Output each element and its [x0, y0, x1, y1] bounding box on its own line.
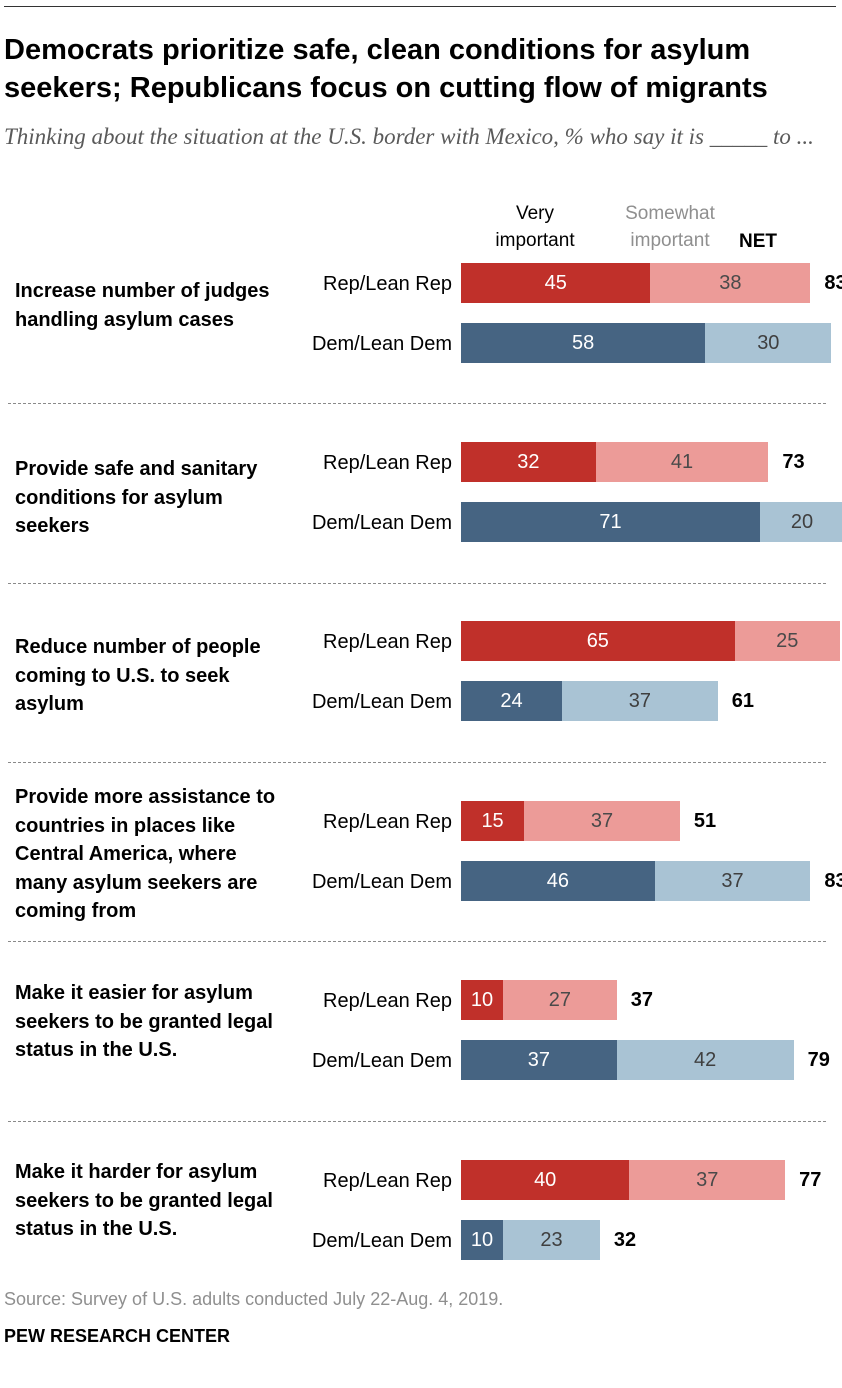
- section-divider: [8, 941, 826, 942]
- bar-dem-somewhat-important: 42: [616, 1040, 794, 1080]
- group-label-rep: Rep/Lean Rep: [323, 811, 452, 833]
- bar-dem-very-important: 46: [461, 861, 655, 901]
- bar-rep-very-important: 32: [461, 442, 596, 482]
- bar-dem-very-important: 24: [461, 681, 563, 721]
- bar-dem-very-important: 10: [461, 1220, 504, 1260]
- bar-dem-very-important: 58: [461, 323, 706, 363]
- chart-title: Democrats prioritize safe, clean conditi…: [4, 34, 768, 104]
- organization-name: PEW RESEARCH CENTER: [4, 1326, 231, 1346]
- bar-rep-very-important: 40: [461, 1160, 630, 1200]
- bar-dem-somewhat-important: 37: [654, 861, 811, 901]
- group-label-rep: Rep/Lean Rep: [323, 631, 452, 653]
- bar-rep-very-important: 45: [461, 263, 651, 303]
- group-label-dem: Dem/Lean Dem: [311, 1230, 452, 1252]
- header-net: NET: [739, 231, 777, 252]
- bar-rep-somewhat-important: 27: [503, 980, 617, 1020]
- group-label-dem: Dem/Lean Dem: [311, 512, 452, 534]
- question-label: Provide more assistance to countries in …: [15, 786, 276, 922]
- net-value-rep: 51: [693, 810, 717, 832]
- section-divider: [8, 403, 826, 404]
- section-divider: [8, 1121, 826, 1122]
- question-label: Reduce number of people coming to U.S. t…: [15, 636, 261, 715]
- bar-dem-somewhat-important: 30: [705, 323, 832, 363]
- group-label-dem: Dem/Lean Dem: [311, 691, 452, 713]
- question-label: Make it harder for asylum seekers to be …: [15, 1161, 273, 1240]
- bar-rep-somewhat-important: 38: [650, 263, 811, 303]
- bar-dem-somewhat-important: 20: [759, 502, 842, 542]
- header-very-important: Very important: [495, 203, 575, 251]
- bar-rep-somewhat-important: 41: [595, 442, 769, 482]
- bar-rep-very-important: 10: [461, 980, 504, 1020]
- section-divider: [8, 762, 826, 763]
- net-value-dem: 32: [613, 1229, 637, 1251]
- question-label: Provide safe and sanitary conditions for…: [15, 458, 258, 537]
- group-label-rep: Rep/Lean Rep: [323, 273, 452, 295]
- bar-rep-somewhat-important: 25: [734, 621, 840, 661]
- bar-rep-somewhat-important: 37: [629, 1160, 786, 1200]
- top-rule: [4, 6, 836, 7]
- source-note: Source: Survey of U.S. adults conducted …: [4, 1289, 504, 1309]
- question-label: Increase number of judges handling asylu…: [15, 280, 270, 331]
- group-label-rep: Rep/Lean Rep: [323, 1170, 452, 1192]
- chart-subtitle: Thinking about the situation at the U.S.…: [4, 124, 814, 149]
- bar-rep-very-important: 15: [461, 801, 525, 841]
- question-label: Make it easier for asylum seekers to be …: [15, 982, 273, 1061]
- bar-dem-very-important: 37: [461, 1040, 617, 1080]
- header-somewhat-important: Somewhat important: [625, 203, 715, 251]
- net-value-dem: 61: [731, 690, 755, 712]
- group-label-rep: Rep/Lean Rep: [323, 990, 452, 1012]
- group-label-dem: Dem/Lean Dem: [311, 871, 452, 893]
- section-divider: [8, 583, 826, 584]
- bar-dem-very-important: 71: [461, 502, 760, 542]
- bar-rep-very-important: 65: [461, 621, 735, 661]
- group-label-dem: Dem/Lean Dem: [311, 1050, 452, 1072]
- net-value-rep: 77: [799, 1169, 822, 1191]
- bar-rep-somewhat-important: 37: [524, 801, 680, 841]
- net-value-rep: 83: [824, 272, 842, 294]
- bar-dem-somewhat-important: 37: [562, 681, 718, 721]
- net-value-rep: 73: [782, 451, 805, 473]
- net-value-dem: 83: [824, 870, 842, 892]
- net-value-dem: 79: [807, 1049, 830, 1071]
- group-label-dem: Dem/Lean Dem: [311, 333, 452, 355]
- net-value-rep: 37: [630, 989, 654, 1011]
- bar-dem-somewhat-important: 23: [503, 1220, 600, 1260]
- group-label-rep: Rep/Lean Rep: [323, 452, 452, 474]
